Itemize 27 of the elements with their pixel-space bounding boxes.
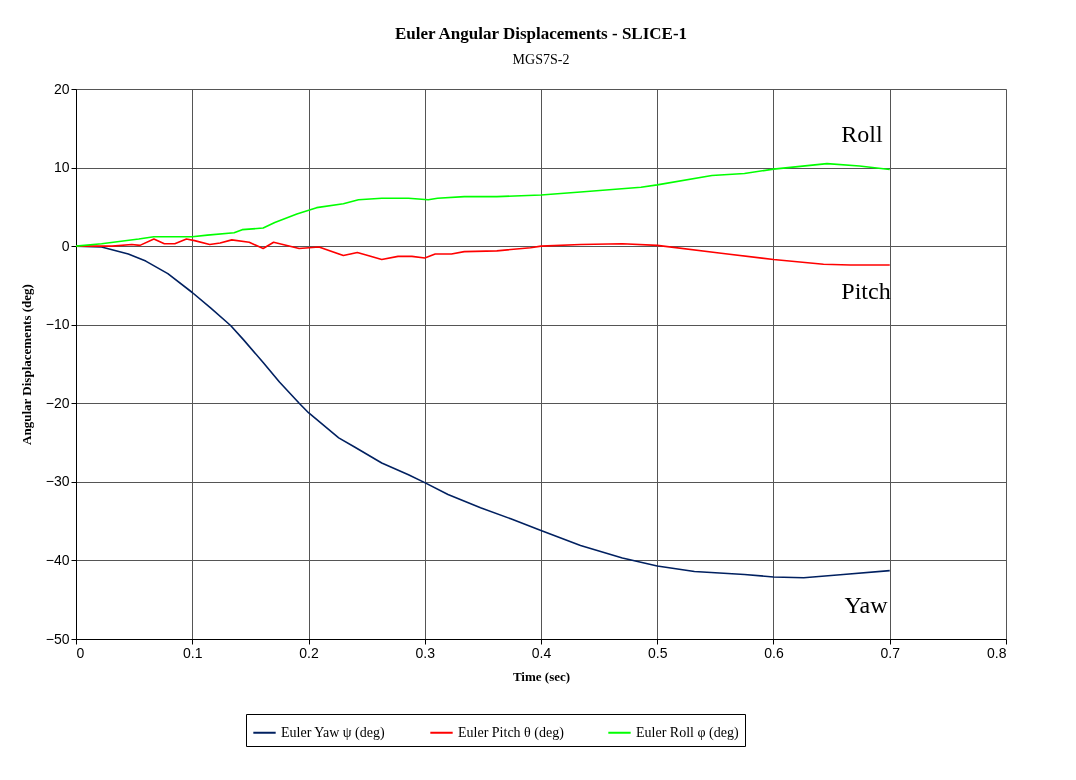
y-tick-label: 0 <box>61 237 70 254</box>
x-tick-label: 0.7 <box>880 644 901 661</box>
y-tick-label: −10 <box>45 316 70 333</box>
y-tick-label: 10 <box>53 159 70 176</box>
y-tick-label: 20 <box>53 80 70 97</box>
chart-title: Euler Angular Displacements - SLICE-1 <box>394 24 688 43</box>
x-tick-label: 0.1 <box>183 644 203 661</box>
x-tick-label: 0.4 <box>531 644 552 661</box>
x-tick-label: 0.6 <box>764 644 784 661</box>
x-axis-title: Time (sec) <box>512 668 571 684</box>
legend-label: Euler Yaw ψ (deg) <box>281 724 385 741</box>
y-tick-label: −40 <box>45 551 70 568</box>
y-tick-label: −30 <box>45 473 70 490</box>
line-series <box>75 162 891 247</box>
legend-label: Euler Roll φ (deg) <box>636 724 739 741</box>
annotation: Roll <box>841 121 883 147</box>
x-tick-label: 0.2 <box>299 644 319 661</box>
legend-label: Euler Pitch θ (deg) <box>458 724 565 741</box>
y-tick-label: −20 <box>45 394 70 411</box>
annotation: Yaw <box>844 592 889 618</box>
chart-subtitle: MGS7S-2 <box>512 52 570 67</box>
x-tick-label: 0.3 <box>415 644 436 661</box>
x-tick-label: 0.5 <box>648 644 668 661</box>
y-tick-label: −50 <box>45 630 70 647</box>
x-tick-label: 0.8 <box>987 644 1007 661</box>
y-axis-title: Angular Displacements (deg) <box>18 284 34 445</box>
x-tick-label: 0 <box>76 644 85 661</box>
